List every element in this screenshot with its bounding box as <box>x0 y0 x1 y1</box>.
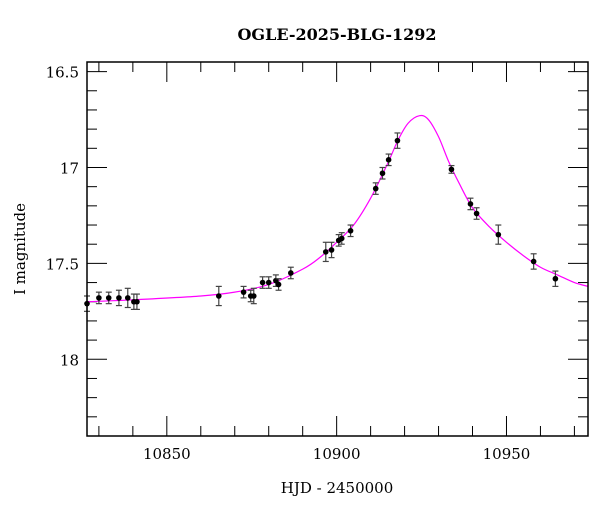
data-point <box>322 241 329 263</box>
data-marker <box>322 249 329 255</box>
data-point <box>250 287 257 305</box>
data-marker <box>124 295 131 301</box>
data-marker <box>287 270 294 276</box>
data-marker <box>372 185 379 192</box>
data-marker <box>134 298 140 305</box>
data-marker <box>116 295 122 301</box>
data-point <box>448 164 455 174</box>
data-marker <box>105 295 112 301</box>
data-marker <box>259 279 266 286</box>
data-point <box>338 232 345 245</box>
data-point <box>133 293 140 311</box>
data-point <box>105 291 112 305</box>
data-point <box>530 253 537 270</box>
y-tick-label: 18 <box>60 351 79 369</box>
data-point <box>473 207 480 220</box>
data-point <box>379 166 386 180</box>
data-point <box>287 266 294 280</box>
data-marker <box>215 293 222 299</box>
x-axis-label: HJD - 2450000 <box>281 479 394 497</box>
data-point <box>124 287 131 309</box>
data-marker <box>495 231 502 238</box>
data-point <box>95 291 102 305</box>
axis-ticks: 10850 10900 10950 16.5 17 17.5 18 <box>46 62 588 463</box>
data-marker <box>275 281 282 288</box>
y-tick-label: 17.5 <box>46 255 79 273</box>
y-tick-label: 16.5 <box>46 64 79 82</box>
x-tick-label: 10950 <box>483 445 531 463</box>
data-point <box>259 276 266 289</box>
data-point <box>347 224 354 238</box>
x-tick-label: 10900 <box>313 445 361 463</box>
model-curve-layer <box>86 114 589 303</box>
data-point <box>240 285 247 299</box>
data-point <box>394 132 401 149</box>
data-marker <box>552 275 559 282</box>
data-marker <box>467 201 474 207</box>
data-marker <box>448 166 455 173</box>
data-point <box>495 224 502 245</box>
data-point <box>335 234 342 247</box>
data-point <box>372 182 379 195</box>
data-marker <box>394 137 401 144</box>
data-point <box>552 270 559 287</box>
model-curve <box>86 114 589 303</box>
data-marker <box>530 258 537 265</box>
plot-frame <box>86 61 589 437</box>
y-tick-label: 17 <box>60 159 79 177</box>
data-marker <box>347 227 354 234</box>
data-marker <box>338 235 345 242</box>
data-point <box>115 289 122 307</box>
data-marker <box>265 279 272 286</box>
data-point <box>215 285 222 307</box>
data-point <box>275 278 282 291</box>
data-marker <box>240 289 247 295</box>
data-point <box>265 276 272 289</box>
y-axis-label: I magnitude <box>11 203 29 295</box>
data-marker <box>473 210 480 217</box>
data-marker <box>96 295 102 301</box>
data-marker <box>385 157 392 163</box>
x-tick-label: 10850 <box>143 445 191 463</box>
data-point <box>467 197 474 211</box>
chart-title: OGLE-2025-BLG-1292 <box>237 25 436 44</box>
data-points-layer <box>84 132 559 312</box>
data-marker <box>328 247 335 253</box>
data-point <box>328 241 335 259</box>
data-point <box>385 153 392 167</box>
data-marker <box>379 170 386 177</box>
data-marker <box>250 293 257 299</box>
